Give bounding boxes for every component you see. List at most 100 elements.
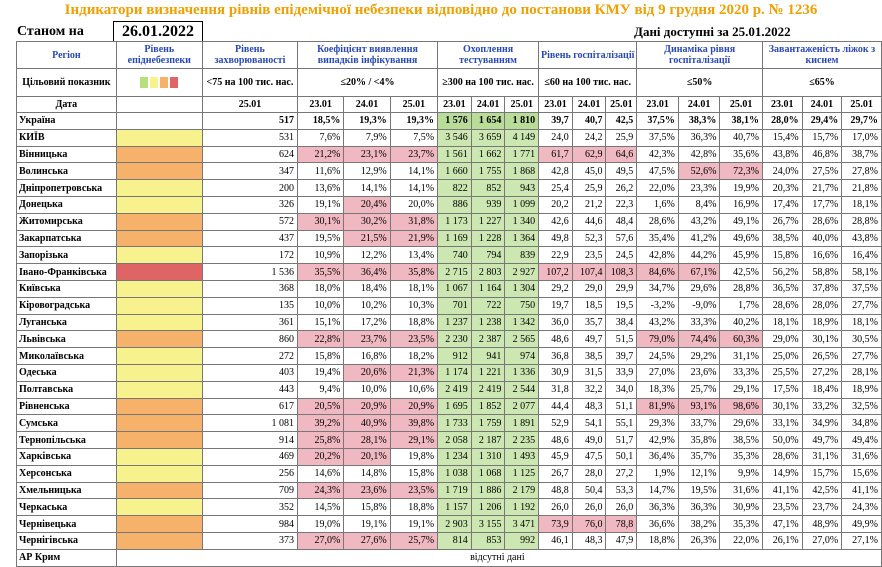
date-dyn-1: 23.01 (636, 96, 679, 113)
incidence-value: 517 (201, 112, 298, 130)
detection-value: 20,0% (389, 195, 439, 214)
detection-value: 28,1% (343, 431, 391, 449)
dynamics-value: 24,5% (636, 347, 679, 365)
testing-value: 1 886 (470, 481, 506, 500)
testing-value: 3 155 (470, 515, 506, 533)
detection-value: 13,6% (296, 179, 345, 197)
dynamics-value: 38,5% (719, 431, 763, 449)
testing-value: 2 230 (437, 330, 472, 349)
incidence-value: 860 (201, 330, 298, 349)
epidemic-level (115, 464, 203, 483)
detection-value: 21,3% (389, 363, 439, 382)
beds-value: 25,0% (761, 347, 803, 365)
testing-value: 3 546 (437, 128, 472, 147)
detection-value: 10,0% (343, 380, 391, 399)
beds-value: 56,2% (761, 263, 803, 281)
detection-value: 18,4% (343, 279, 391, 298)
testing-value: 1 038 (437, 464, 472, 483)
detection-value: 21,2% (296, 145, 345, 164)
dynamics-value: 84,6% (636, 263, 679, 281)
hospitalization-value: 73,9 (538, 515, 573, 533)
testing-value: 1 238 (470, 313, 506, 332)
region-name: Черкаська (16, 498, 117, 517)
region-name: Полтавська (16, 380, 117, 399)
dynamics-value: 35,3% (719, 447, 763, 466)
hospitalization-value: 47,5 (571, 447, 607, 466)
beds-value: 15,7% (801, 128, 843, 147)
hospitalization-value: 107,4 (571, 263, 607, 281)
hospitalization-value: 48,3 (571, 397, 607, 416)
detection-value: 18,2% (389, 347, 439, 365)
dynamics-value: 35,3% (719, 515, 763, 533)
beds-value: 32,5% (841, 397, 882, 416)
dynamics-value: 42,9% (636, 431, 679, 449)
hospitalization-value: 54,1 (571, 414, 607, 433)
incidence-value: 403 (201, 363, 298, 382)
testing-value: 2 419 (470, 380, 506, 399)
detection-value: 15,8% (343, 498, 391, 517)
detection-value: 39,8% (389, 414, 439, 433)
date-beds-1: 23.01 (761, 96, 803, 113)
beds-value: 28,8% (841, 212, 882, 231)
dynamics-value: 16,9% (719, 195, 763, 214)
hospitalization-value: 26,7 (538, 464, 573, 483)
hospitalization-value: 21,2 (571, 195, 607, 214)
hospitalization-value: 49,0 (571, 431, 607, 449)
detection-value: 7,5% (389, 128, 439, 147)
hospitalization-value: 48,4 (605, 212, 638, 231)
hospitalization-value: 19,7 (538, 296, 573, 315)
table-row: Рівненська 617 20,5% 20,9% 20,9% 1 695 1 852 2 … (16, 397, 882, 416)
epidemic-level (115, 397, 203, 416)
dynamics-value: 40,7% (719, 128, 763, 147)
header-hospitalization: Рівень госпіталізації (538, 41, 638, 69)
beds-value: 15,6% (841, 464, 882, 483)
testing-value: 1 719 (437, 481, 472, 500)
table-row: Київська 368 18,0% 18,4% 18,1% 1 067 1 164 1 30… (16, 279, 882, 298)
detection-value: 23,6% (343, 481, 391, 500)
testing-value: 1 576 (437, 112, 472, 130)
testing-value: 1 310 (470, 447, 506, 466)
hospitalization-value: 46,1 (538, 531, 573, 550)
testing-value: 2 419 (437, 380, 472, 399)
epidemic-level (115, 380, 203, 399)
hospitalization-value: 51,1 (605, 397, 638, 416)
testing-value: 1 771 (504, 145, 540, 164)
testing-value: 2 179 (504, 481, 540, 500)
dynamics-value: 37,5% (636, 128, 679, 147)
incidence-value: 709 (201, 481, 298, 500)
beds-value: 27,5% (801, 162, 843, 181)
beds-value: 34,9% (801, 414, 843, 433)
epidemic-level (115, 246, 203, 265)
beds-value: 27,2% (801, 363, 843, 382)
testing-value: 1 068 (470, 464, 506, 483)
dynamics-value: 18,8% (636, 531, 679, 550)
dynamics-value: 45,9% (719, 246, 763, 265)
region-name: Київська (16, 279, 117, 298)
epidemic-level (115, 195, 203, 214)
beds-value: 28,6% (761, 447, 803, 466)
date-tst-3: 25.01 (504, 96, 540, 113)
hospitalization-value: 42,6 (538, 212, 573, 231)
beds-value: 26,5% (801, 347, 843, 365)
dynamics-value: 38,2% (677, 515, 721, 533)
hospitalization-value: 47,9 (605, 531, 638, 550)
hospitalization-value: 50,1 (605, 447, 638, 466)
hospitalization-value: 25,4 (538, 179, 573, 197)
detection-value: 20,9% (343, 397, 391, 416)
testing-value: 1 755 (470, 162, 506, 181)
epidemic-level (115, 179, 203, 197)
epidemic-level (115, 145, 203, 164)
dynamics-value: 35,6% (719, 145, 763, 164)
hospitalization-value: 53,3 (605, 481, 638, 500)
date-det-2: 24.01 (343, 96, 391, 113)
dynamics-value: 38,1% (719, 112, 763, 130)
testing-value: 1 493 (504, 447, 540, 466)
dynamics-value: 33,7% (677, 414, 721, 433)
beds-value: 16,4% (841, 246, 882, 265)
hospitalization-value: 45,0 (571, 162, 607, 181)
hospitalization-value: 51,7 (605, 431, 638, 449)
dynamics-value: 31,1% (719, 347, 763, 365)
testing-value: 1 695 (437, 397, 472, 416)
detection-value: 20,1% (343, 447, 391, 466)
dynamics-value: 43,2% (677, 212, 721, 231)
